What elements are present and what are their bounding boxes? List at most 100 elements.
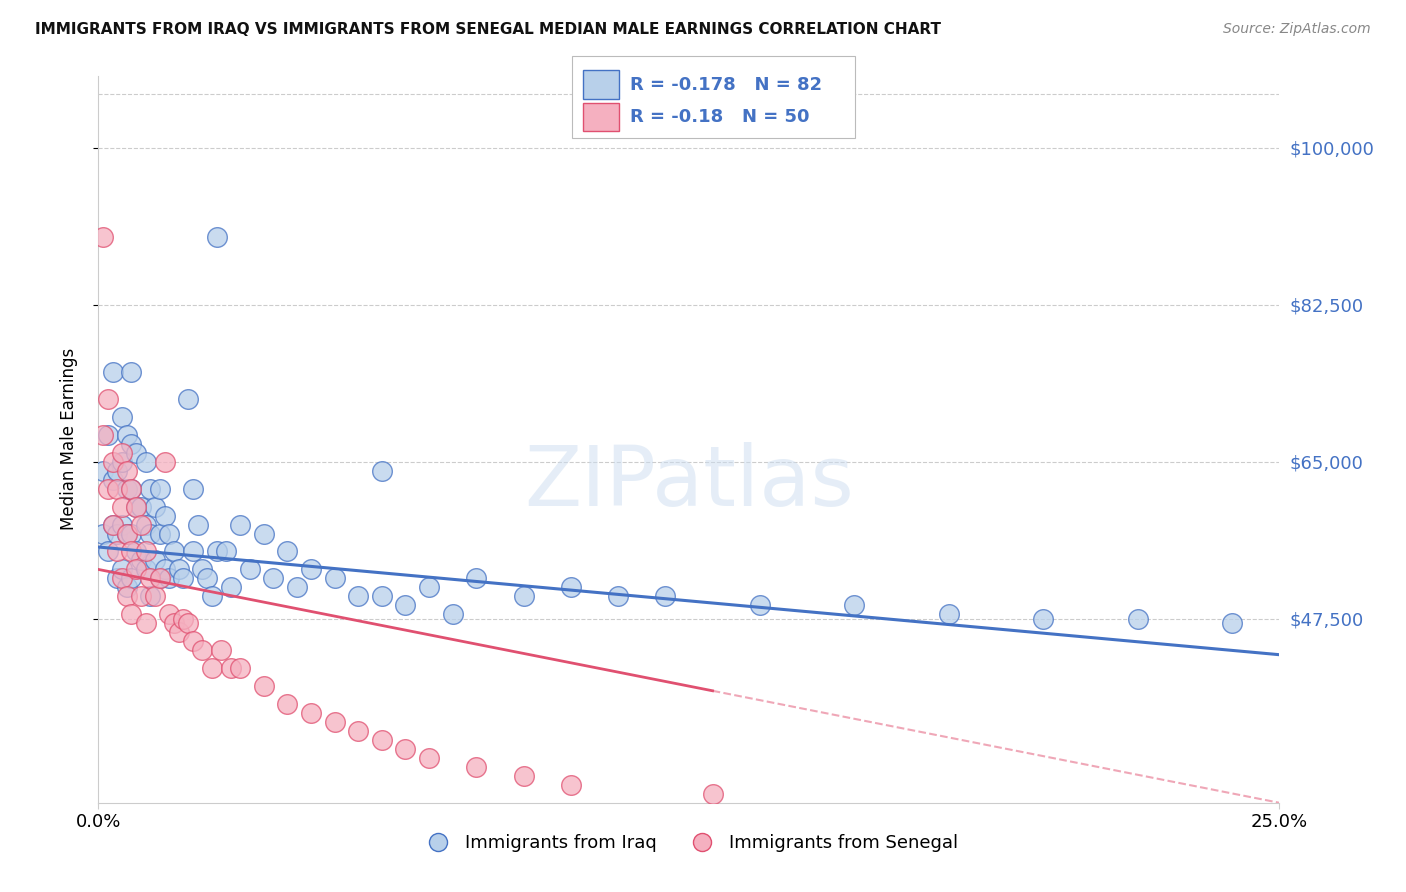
Point	[153, 562, 176, 576]
Legend: Immigrants from Iraq, Immigrants from Senegal: Immigrants from Iraq, Immigrants from Se…	[412, 827, 966, 859]
Point	[91, 230, 114, 244]
Point	[560, 581, 582, 595]
Point	[323, 714, 346, 729]
Point	[121, 526, 143, 541]
Point	[125, 500, 148, 514]
Point	[135, 616, 157, 631]
Point	[135, 562, 157, 576]
Point	[143, 500, 166, 514]
Point	[121, 482, 143, 496]
Point	[276, 697, 298, 711]
Point	[702, 787, 724, 801]
Point	[97, 544, 120, 558]
Point	[201, 590, 224, 604]
Point	[139, 526, 162, 541]
Point	[607, 590, 630, 604]
Point	[135, 517, 157, 532]
Point	[149, 526, 172, 541]
Point	[139, 571, 162, 585]
Point	[111, 571, 134, 585]
Text: ZIPatlas: ZIPatlas	[524, 442, 853, 524]
Point	[121, 607, 143, 622]
Point	[157, 607, 180, 622]
Point	[153, 455, 176, 469]
Point	[97, 482, 120, 496]
Y-axis label: Median Male Earnings: Median Male Earnings	[59, 348, 77, 531]
Point	[143, 590, 166, 604]
Point	[105, 571, 128, 585]
Point	[172, 571, 194, 585]
Point	[129, 500, 152, 514]
Point	[512, 769, 534, 783]
Point	[111, 455, 134, 469]
Point	[91, 464, 114, 478]
Point	[177, 616, 200, 631]
Point	[121, 365, 143, 379]
Point	[191, 643, 214, 657]
Point	[111, 562, 134, 576]
Point	[748, 599, 770, 613]
Point	[394, 742, 416, 756]
Text: IMMIGRANTS FROM IRAQ VS IMMIGRANTS FROM SENEGAL MEDIAN MALE EARNINGS CORRELATION: IMMIGRANTS FROM IRAQ VS IMMIGRANTS FROM …	[35, 22, 941, 37]
Point	[371, 464, 394, 478]
Point	[187, 517, 209, 532]
Point	[115, 590, 138, 604]
Point	[229, 661, 252, 675]
Text: R = -0.178   N = 82: R = -0.178 N = 82	[630, 76, 823, 94]
Point	[205, 230, 228, 244]
Point	[285, 581, 308, 595]
Point	[195, 571, 218, 585]
Point	[111, 500, 134, 514]
Point	[91, 526, 114, 541]
Point	[262, 571, 284, 585]
Point	[219, 581, 242, 595]
Point	[129, 553, 152, 567]
Point	[115, 482, 138, 496]
Text: R = -0.18   N = 50: R = -0.18 N = 50	[630, 108, 810, 126]
Point	[1032, 612, 1054, 626]
Point	[347, 590, 370, 604]
Point	[371, 733, 394, 747]
Point	[560, 778, 582, 792]
Point	[219, 661, 242, 675]
Point	[115, 581, 138, 595]
Point	[129, 590, 152, 604]
Point	[149, 482, 172, 496]
Point	[121, 571, 143, 585]
Point	[135, 455, 157, 469]
Point	[844, 599, 866, 613]
Point	[191, 562, 214, 576]
Point	[1126, 612, 1149, 626]
Point	[299, 562, 322, 576]
Point	[97, 392, 120, 406]
Point	[115, 427, 138, 442]
Point	[167, 562, 190, 576]
Point	[121, 544, 143, 558]
Point	[394, 599, 416, 613]
Text: Source: ZipAtlas.com: Source: ZipAtlas.com	[1223, 22, 1371, 37]
Point	[129, 517, 152, 532]
Point	[938, 607, 960, 622]
Point	[371, 590, 394, 604]
Point	[121, 437, 143, 451]
Point	[101, 365, 124, 379]
Point	[323, 571, 346, 585]
Point	[418, 751, 440, 765]
Point	[163, 544, 186, 558]
Point	[111, 517, 134, 532]
Point	[172, 612, 194, 626]
Point	[181, 544, 204, 558]
Point	[149, 571, 172, 585]
Point	[1220, 616, 1243, 631]
Point	[125, 562, 148, 576]
Point	[101, 455, 124, 469]
Point	[105, 464, 128, 478]
Point	[299, 706, 322, 720]
Point	[418, 581, 440, 595]
Point	[253, 526, 276, 541]
Point	[115, 526, 138, 541]
Point	[91, 427, 114, 442]
Point	[201, 661, 224, 675]
Point	[654, 590, 676, 604]
Point	[163, 616, 186, 631]
